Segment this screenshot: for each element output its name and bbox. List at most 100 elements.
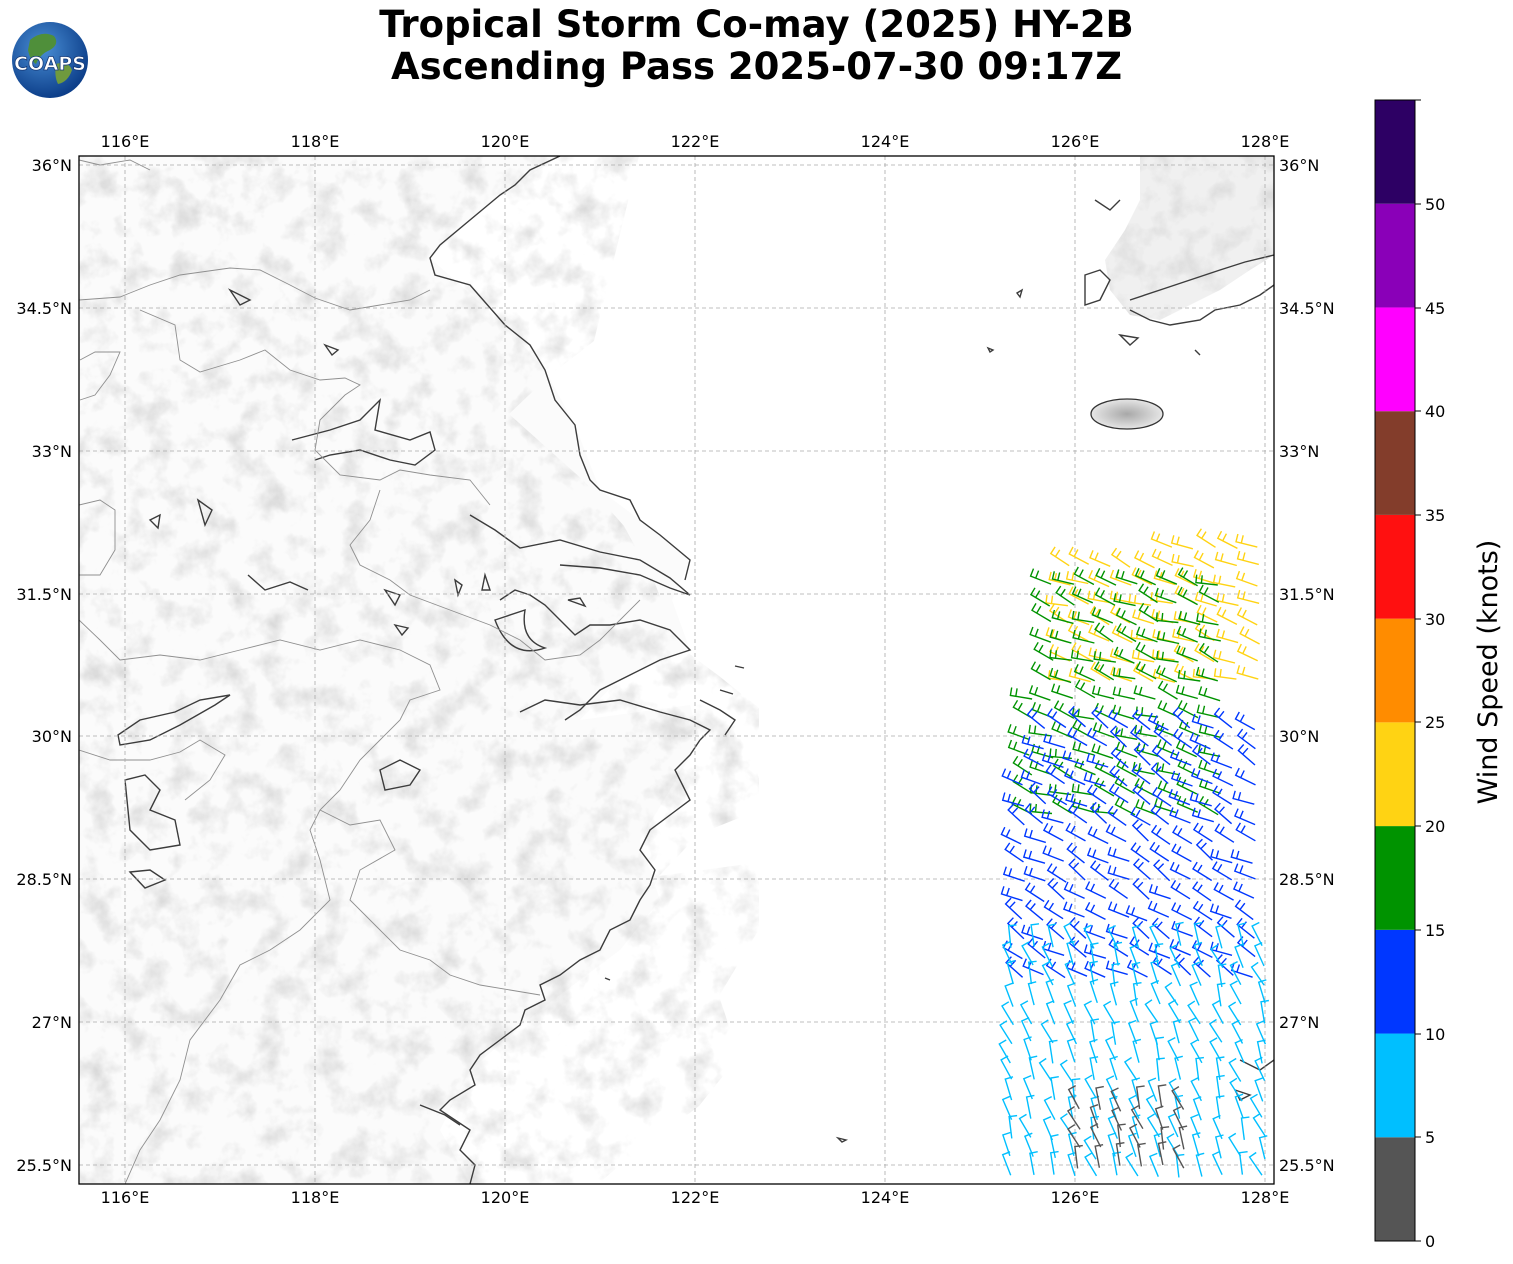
wind-barb (999, 1020, 1013, 1045)
wind-barb (1252, 1113, 1266, 1137)
lat-label-31-5-right: 31.5°N (1279, 585, 1335, 604)
lon-label-120-top: 120°E (481, 132, 530, 151)
wind-barb (1213, 707, 1233, 729)
colorbar-bin-50-55 (1375, 100, 1415, 204)
wind-barb (1131, 924, 1141, 949)
wind-barb (1059, 1059, 1074, 1084)
wind-barb (1112, 667, 1136, 680)
wind-barb (1150, 824, 1171, 845)
wind-barb (1107, 846, 1130, 862)
wind-barb (1170, 770, 1193, 787)
wind-barb (1198, 796, 1219, 816)
wind-barb (1022, 849, 1046, 864)
wind-barb (1238, 1151, 1248, 1175)
wind-barb (1107, 805, 1127, 826)
wind-barb (1212, 785, 1233, 805)
colorbar-bins (1375, 100, 1415, 1241)
wind-barb (1154, 943, 1164, 967)
wind-barb (1108, 878, 1128, 899)
wind-barb (1028, 724, 1051, 737)
wind-barb (1134, 568, 1156, 586)
wind-barb (1083, 772, 1106, 787)
wind-barb (1029, 587, 1051, 607)
wind-barb (1074, 679, 1096, 699)
wind-barb (1020, 1017, 1032, 1042)
wind-barb (1150, 762, 1169, 785)
wind-barb (1006, 917, 1025, 940)
wind-barb (1132, 877, 1150, 900)
wind-barb (1196, 613, 1219, 626)
wind-barb (1146, 1113, 1160, 1138)
wind-barb (1094, 587, 1116, 606)
wind-barb (1233, 863, 1256, 880)
colorbar-tick-10: 10 (1425, 1025, 1445, 1044)
wind-barb (1154, 1105, 1164, 1130)
wind-barb (1229, 1077, 1243, 1102)
wind-barb (1091, 607, 1114, 624)
wind-barb (1210, 752, 1233, 769)
wind-barb (1067, 609, 1090, 626)
wind-barb (1089, 860, 1109, 881)
wind-barb (1166, 1133, 1180, 1158)
wind-barb (1178, 610, 1201, 626)
wind-barb (1172, 1144, 1185, 1169)
wind-barb (1147, 900, 1170, 918)
wind-barb (1066, 982, 1077, 1007)
wind-barb (1196, 528, 1216, 548)
wind-barb (1168, 788, 1191, 806)
wind-barb (1191, 807, 1214, 823)
wind-barb (1134, 778, 1156, 797)
wind-barb (1251, 921, 1263, 947)
wind-barb (1145, 1094, 1159, 1119)
wind-barb (1067, 1124, 1081, 1148)
wind-barb (1117, 1123, 1126, 1148)
wind-barb (1028, 782, 1047, 805)
wind-barb (1063, 768, 1086, 786)
wind-barb (1248, 1151, 1263, 1176)
wind-barb (1023, 828, 1046, 844)
wind-barb (1215, 924, 1224, 949)
wind-barb (1115, 607, 1137, 626)
wind-barb (1011, 796, 1033, 815)
wind-barb (1157, 1141, 1167, 1166)
wind-barb (1053, 700, 1075, 719)
wind-barb (1213, 729, 1234, 750)
wind-barb (1110, 746, 1129, 769)
wind-barb (1131, 961, 1141, 986)
wind-barb (1236, 643, 1258, 662)
wind-barb (1234, 943, 1244, 968)
colorbar-tick-50: 50 (1425, 195, 1445, 214)
wind-barb (1194, 643, 1215, 663)
colorbar-tick-30: 30 (1425, 610, 1445, 629)
wind-barb (1153, 570, 1176, 586)
wind-barb (1150, 804, 1170, 825)
wind-barb (1155, 612, 1179, 624)
wind-barb (1177, 669, 1201, 682)
colorbar-bin-5-10 (1375, 1033, 1415, 1138)
wind-barb (1154, 587, 1177, 604)
wind-barb (1001, 941, 1013, 966)
wind-barb (1125, 905, 1148, 922)
wind-barb (1021, 941, 1034, 966)
wind-barb (1215, 954, 1234, 976)
wind-barb (1151, 786, 1172, 807)
wind-barb (1030, 923, 1040, 947)
coastlines (117, 156, 1274, 1184)
wind-barb (1136, 1142, 1146, 1167)
wind-barb (1236, 589, 1260, 604)
lon-label-120-bottom: 120°E (481, 1188, 530, 1207)
wind-barb (1131, 819, 1149, 842)
wind-barb (1132, 783, 1151, 805)
wind-barb (1062, 901, 1085, 918)
wind-barb (1071, 1078, 1081, 1102)
wind-barb (1150, 959, 1160, 985)
wind-barb (1024, 802, 1044, 824)
wind-barb (1170, 535, 1194, 550)
wind-barb (1110, 547, 1131, 568)
wind-barb (1195, 838, 1213, 861)
lat-label-36-right: 36°N (1279, 156, 1319, 175)
wind-barb (1004, 897, 1023, 920)
wind-barb (1065, 792, 1088, 807)
wind-barb (1150, 531, 1173, 548)
wind-barb (1172, 1106, 1185, 1131)
